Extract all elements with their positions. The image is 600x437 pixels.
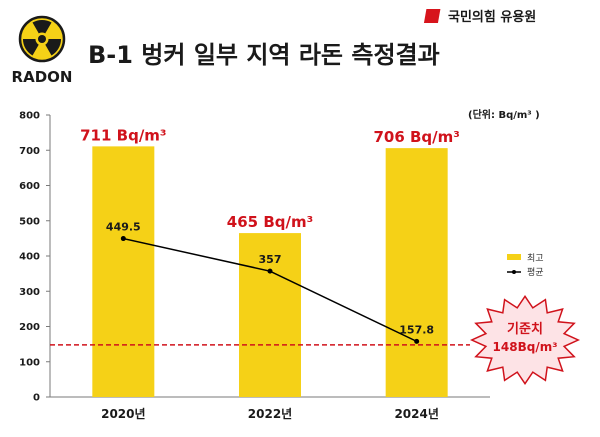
bar-value-label: 711 Bq/m³	[80, 126, 166, 144]
average-value-label: 157.8	[399, 323, 434, 336]
y-tick-label: 700	[19, 146, 40, 157]
x-category-label: 2022년	[248, 407, 292, 421]
legend-swatch-max	[507, 254, 521, 260]
logo-label: RADON	[12, 68, 73, 86]
x-category-group: 2020년 2022년 2024년	[101, 407, 439, 421]
legend-label-avg: 평균	[527, 267, 544, 278]
bar-max	[92, 146, 155, 397]
y-tick-label: 300	[19, 287, 40, 298]
average-point	[414, 338, 420, 344]
average-value-label: 449.5	[106, 221, 141, 234]
average-point	[267, 268, 273, 274]
y-tick-label: 600	[19, 181, 40, 192]
bar-max	[239, 233, 301, 397]
average-value-label: 357	[259, 253, 282, 266]
bar-max	[385, 148, 448, 397]
average-series-group: 449.5 357 157.8	[106, 221, 434, 344]
average-point	[120, 236, 126, 242]
y-tick-label: 200	[19, 322, 40, 333]
radiation-icon	[18, 15, 66, 63]
bar-value-label: 706 Bq/m³	[373, 128, 459, 146]
y-tick-label: 500	[19, 216, 40, 227]
source-mark-icon	[423, 9, 441, 23]
x-category-label: 2020년	[101, 407, 145, 421]
y-tick-label: 0	[33, 393, 40, 404]
x-category-label: 2024년	[394, 407, 438, 421]
legend: 최고 평균	[507, 253, 544, 278]
bar-value-label: 465 Bq/m³	[227, 213, 313, 231]
reference-badge-line1: 기준치	[507, 321, 543, 337]
legend-label-max: 최고	[527, 253, 544, 264]
source-label: 국민의힘 유용원	[448, 9, 536, 25]
y-tick-label: 800	[19, 111, 40, 122]
unit-note: (단위: Bq/m³ )	[468, 108, 540, 121]
y-tick-group: 0 100 200 300 400 500 600 700 800	[19, 111, 50, 404]
page-title: B-1 벙커 일부 지역 라돈 측정결과	[88, 41, 440, 69]
reference-badge-burst	[469, 294, 581, 386]
y-tick-label: 100	[19, 357, 40, 368]
y-tick-label: 400	[19, 252, 40, 263]
legend-marker-avg	[512, 270, 516, 274]
reference-badge: 기준치 148Bq/m³	[469, 294, 581, 386]
bar-series-group: 711 Bq/m³ 465 Bq/m³ 706 Bq/m³	[80, 126, 460, 397]
reference-badge-line2: 148Bq/m³	[493, 340, 558, 354]
